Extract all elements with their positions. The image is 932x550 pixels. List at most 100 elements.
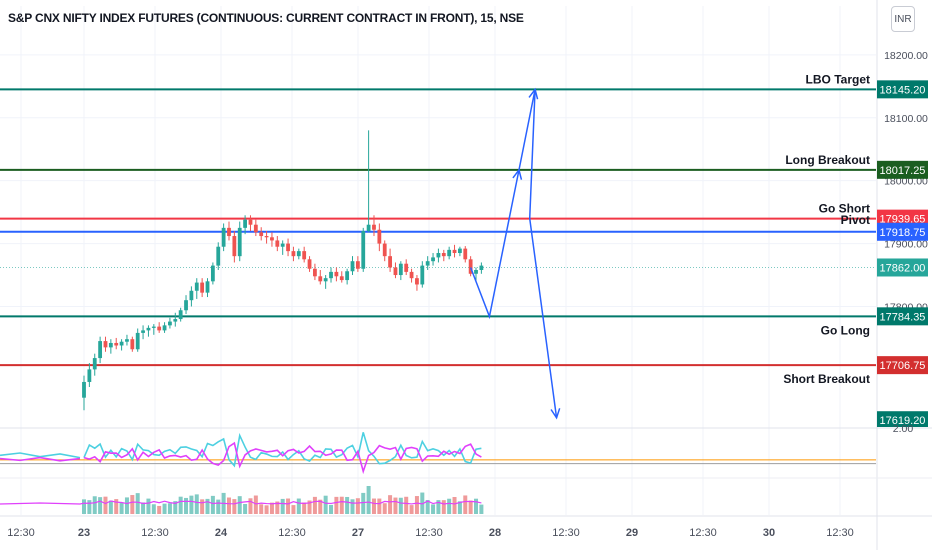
volume-bar bbox=[479, 504, 484, 514]
candle-body bbox=[135, 332, 140, 350]
candle-body bbox=[210, 265, 215, 282]
candle-body bbox=[339, 276, 344, 281]
volume-bar bbox=[312, 496, 317, 514]
candle-body bbox=[178, 310, 183, 320]
candle-body bbox=[420, 265, 425, 285]
candle-body bbox=[431, 257, 435, 262]
volume-bar bbox=[124, 497, 129, 514]
candle-body bbox=[82, 381, 86, 398]
candle-body bbox=[141, 330, 145, 333]
candle-body bbox=[168, 321, 172, 326]
volume-bars bbox=[82, 486, 484, 514]
volume-bar bbox=[329, 504, 334, 514]
partial-price-label-bg bbox=[877, 411, 928, 427]
volume-bar bbox=[82, 499, 86, 514]
candle-body bbox=[114, 342, 119, 346]
candle-body bbox=[275, 240, 280, 247]
volume-bar bbox=[307, 500, 312, 514]
volume-bar bbox=[436, 500, 441, 514]
candle-body bbox=[474, 270, 478, 274]
volume-bar bbox=[393, 497, 398, 514]
level-price-label: 18145.20 bbox=[880, 84, 926, 96]
candle-body bbox=[372, 224, 376, 230]
indicator-line-cyan-start bbox=[0, 452, 81, 459]
candle-body bbox=[151, 326, 156, 328]
volume-bar bbox=[173, 501, 178, 514]
volume-bar bbox=[269, 502, 274, 514]
x-tick-label: 12:30 bbox=[415, 527, 443, 539]
level-price-label-bg bbox=[877, 356, 928, 375]
candle-body bbox=[350, 261, 355, 272]
x-tick-label: 12:30 bbox=[552, 527, 580, 539]
level-name-label: Short Breakout bbox=[783, 372, 870, 386]
volume-bar bbox=[141, 502, 146, 514]
x-tick-label: 24 bbox=[215, 527, 228, 539]
candle-body bbox=[189, 290, 194, 301]
candle-body bbox=[146, 327, 151, 331]
candle-body bbox=[248, 219, 253, 225]
partial-price-label: 17619.20 bbox=[880, 415, 926, 427]
volume-bar bbox=[216, 499, 221, 514]
level-price-label-bg bbox=[877, 307, 928, 326]
level-name-label: Long Breakout bbox=[785, 153, 870, 167]
volume-bar bbox=[114, 499, 119, 514]
volume-bar bbox=[463, 495, 468, 514]
indicator-line-pink-start bbox=[0, 456, 81, 462]
x-tick-label: 12:30 bbox=[141, 527, 169, 539]
candle-body bbox=[184, 300, 188, 311]
volume-bar bbox=[130, 495, 135, 514]
level-name-label: Go Short bbox=[819, 202, 870, 216]
volume-bar bbox=[355, 498, 360, 514]
volume-bar bbox=[248, 498, 253, 514]
volume-bar bbox=[318, 499, 323, 514]
candle-body bbox=[345, 271, 350, 281]
candle-body bbox=[237, 227, 242, 257]
candle-body bbox=[232, 236, 237, 257]
candle-body bbox=[157, 326, 162, 331]
level-price-label: 17706.75 bbox=[880, 360, 926, 372]
volume-bar bbox=[366, 486, 371, 514]
candle-body bbox=[329, 271, 333, 279]
volume-bar bbox=[334, 496, 339, 514]
candle-body bbox=[103, 341, 108, 348]
volume-bar bbox=[92, 496, 97, 514]
x-tick-label: 12:30 bbox=[278, 527, 306, 539]
x-tick-label: 29 bbox=[626, 527, 638, 539]
candle-body bbox=[318, 276, 323, 282]
arrowhead-lbo-target bbox=[528, 87, 539, 100]
candle-body bbox=[463, 248, 468, 260]
arrowhead-short-breakout bbox=[550, 408, 561, 420]
candle-body bbox=[286, 243, 290, 252]
volume-bar bbox=[146, 498, 151, 514]
candle-body bbox=[194, 282, 199, 291]
candle-body bbox=[323, 278, 328, 282]
currency-button[interactable]: INR bbox=[891, 6, 915, 32]
volume-bar bbox=[350, 499, 355, 514]
level-price-label-bg bbox=[877, 222, 928, 241]
volume-bar bbox=[108, 500, 113, 514]
volume-bar bbox=[189, 495, 194, 514]
volume-bar bbox=[457, 501, 462, 514]
level-price-label: 17918.75 bbox=[880, 227, 926, 239]
y-tick-label: 18100.00 bbox=[884, 113, 928, 125]
level-price-label: 17939.65 bbox=[880, 214, 926, 226]
volume-bar bbox=[302, 502, 307, 514]
partial-price-group: 17619.20 bbox=[877, 411, 928, 427]
volume-bar bbox=[377, 498, 382, 514]
volume-bar bbox=[425, 500, 430, 514]
candle-body bbox=[388, 256, 392, 268]
candle-body bbox=[334, 271, 339, 277]
volume-bar bbox=[388, 495, 393, 514]
candle-body bbox=[458, 248, 462, 254]
candle-body bbox=[409, 271, 414, 279]
volume-bar bbox=[280, 498, 285, 514]
candle-body bbox=[264, 236, 269, 238]
volume-bar bbox=[259, 504, 264, 514]
volume-bar bbox=[414, 496, 419, 514]
candle-body bbox=[87, 369, 92, 382]
candles bbox=[82, 130, 484, 411]
volume-bar bbox=[345, 496, 350, 514]
arrowhead-long-breakout bbox=[512, 168, 523, 180]
volume-bar bbox=[200, 499, 205, 514]
